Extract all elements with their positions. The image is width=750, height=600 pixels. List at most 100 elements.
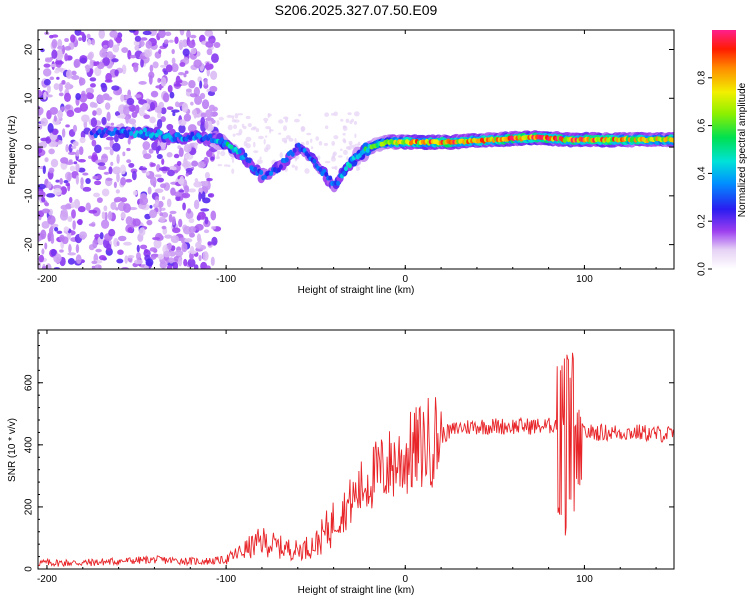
noise-blob [338, 155, 343, 158]
noise-blob [187, 208, 192, 214]
noise-blob [216, 119, 220, 126]
noise-blob [357, 141, 361, 146]
noise-blob [136, 252, 141, 261]
noise-blob [119, 164, 127, 175]
noise-blob [38, 147, 43, 154]
noise-blob [145, 40, 152, 49]
noise-blob [101, 219, 110, 229]
noise-blob [193, 109, 197, 119]
noise-blob [203, 156, 209, 165]
noise-blob [178, 218, 183, 228]
noise-blob [51, 128, 59, 135]
noise-blob [87, 52, 93, 61]
noise-blob [154, 106, 161, 113]
noise-blob [92, 176, 99, 180]
noise-blob [139, 196, 149, 206]
noise-blob [103, 146, 112, 150]
noise-blob [121, 266, 129, 269]
noise-blob [334, 165, 338, 170]
noise-blob [112, 44, 120, 53]
noise-blob [160, 207, 166, 211]
noise-blob [182, 48, 190, 57]
noise-blob [111, 58, 119, 63]
ridge-segment [296, 142, 301, 148]
noise-blob [39, 191, 46, 198]
noise-blob [226, 114, 233, 118]
noise-blob [47, 123, 54, 133]
ridge-segment [190, 131, 195, 137]
noise-blob [127, 137, 131, 145]
colorbar-label: Normalized spectral amplitude [737, 82, 748, 217]
colorbar-tick-label: 0.0 [697, 262, 708, 276]
noise-blob [204, 120, 209, 130]
noise-blob [216, 150, 221, 155]
noise-blob [194, 95, 203, 106]
noise-blob [75, 93, 81, 101]
noise-blob [188, 217, 195, 224]
noise-blob [80, 183, 84, 190]
noise-blob [156, 154, 163, 160]
noise-blob [43, 91, 47, 100]
noise-blob [57, 109, 63, 119]
noise-blob [184, 70, 189, 75]
noise-blob [211, 53, 219, 63]
noise-blob [72, 124, 78, 133]
noise-blob [91, 139, 97, 147]
noise-blob [101, 188, 110, 197]
noise-blob [121, 64, 127, 75]
noise-blob [269, 129, 274, 132]
noise-blob [183, 73, 187, 78]
noise-blob [242, 125, 247, 130]
noise-blob [178, 72, 185, 76]
ridge-segment [158, 130, 163, 136]
noise-blob [82, 186, 92, 192]
noise-blob [89, 77, 97, 82]
noise-blob [159, 212, 164, 217]
noise-blob [48, 167, 55, 174]
noise-blob [85, 92, 93, 100]
noise-blob [201, 180, 209, 187]
noise-blob [170, 187, 176, 196]
noise-blob [78, 146, 84, 155]
noise-blob [150, 176, 157, 187]
noise-blob [99, 48, 107, 58]
noise-blob [211, 226, 216, 230]
noise-blob [102, 57, 110, 66]
noise-blob [227, 164, 231, 168]
noise-blob [288, 137, 294, 142]
noise-blob [138, 227, 146, 237]
noise-blob [332, 152, 336, 159]
noise-blob [77, 206, 86, 213]
noise-blob [190, 101, 194, 106]
noise-blob [85, 177, 91, 184]
noise-blob [40, 48, 45, 53]
noise-blob [112, 166, 122, 175]
noise-blob [125, 115, 130, 124]
noise-blob [190, 34, 197, 39]
noise-blob [158, 49, 162, 55]
noise-blob [41, 208, 51, 214]
noise-blob [354, 133, 357, 139]
noise-blob [161, 196, 166, 201]
noise-blob [257, 159, 263, 164]
noise-blob [68, 196, 73, 204]
ridge-segment [312, 158, 317, 164]
noise-blob [41, 266, 48, 269]
noise-blob [345, 118, 350, 123]
noise-blob [46, 193, 56, 198]
noise-blob [73, 161, 78, 165]
noise-blob [305, 140, 310, 146]
noise-blob [81, 114, 90, 123]
noise-blob [351, 118, 354, 123]
noise-blob [183, 157, 188, 168]
noise-blob [181, 192, 191, 199]
noise-blob [129, 30, 136, 33]
noise-blob [339, 148, 343, 151]
noise-blob [169, 91, 175, 99]
noise-blob [111, 85, 120, 91]
snr-ylabel: SNR (10 * v/v) [7, 418, 18, 482]
noise-blob [79, 57, 87, 64]
noise-blob [78, 77, 86, 86]
snr-ytick-label: 600 [24, 374, 35, 391]
